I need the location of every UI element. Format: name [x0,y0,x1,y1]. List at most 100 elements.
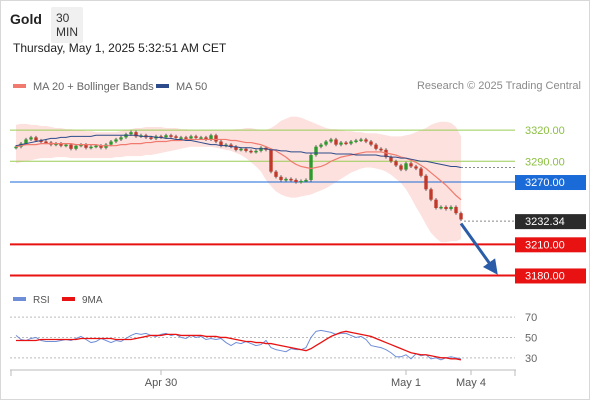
candle-body [64,144,68,147]
candle-body [99,145,103,148]
rsi-series-rsi [15,329,462,361]
candle-body [354,140,358,142]
candle-body [374,144,378,149]
candle-body [404,163,408,170]
candle-body [414,166,418,169]
candle-body [334,139,338,145]
candle-body [94,145,98,148]
candle-body [29,137,33,140]
candle-body [394,161,398,166]
rsi-legend-label-1: 9MA [82,295,103,306]
candle-body [424,175,428,190]
candle-body [339,142,343,145]
rsi-legend-swatch-1 [62,297,75,301]
candle-body [279,176,283,180]
candle-body [44,141,48,144]
current-price-tag [515,214,586,230]
candle-body [54,143,58,146]
projection-arrow [459,222,498,275]
candle-body [129,132,133,135]
candle-body [229,144,233,147]
candle-body [189,136,193,139]
candle-body [364,139,368,142]
candle-body [254,150,258,153]
candle-body [249,150,253,153]
rsi-tick-70: 70 [525,312,537,324]
candle-body [179,137,183,139]
candle-body [319,144,323,147]
candle-body [289,178,293,181]
x-tick-label-2: May 4 [456,377,486,389]
candle-body [184,137,188,139]
candle-body [79,144,83,147]
candle-body [59,143,63,146]
candle-body [209,135,213,140]
candle-body [89,146,93,149]
legend-label-0: MA 20 + Bollinger Bands [33,81,154,93]
candle-body [369,141,373,145]
candle-body [419,168,423,176]
bollinger-band [16,116,461,243]
candle-body [149,137,153,139]
legend-label-1: MA 50 [176,81,207,93]
candle-body [359,139,363,141]
candle-body [294,179,298,183]
level-tag-4 [515,268,586,284]
rsi-series-9ma [16,330,462,361]
level-label-2: 3270.00 [525,177,565,189]
candle-body [409,163,413,167]
level-label-1: 3290.00 [525,156,565,168]
rsi-legend-label-0: RSI [33,295,50,306]
candle-body [324,141,328,145]
current-price-label: 3232.34 [525,216,565,228]
candle-body [454,206,458,214]
candle-body [444,206,448,210]
candle-body [434,199,438,208]
candle-body [259,147,263,151]
candle-body [329,139,333,142]
candle-body [309,155,313,180]
candle-body [274,171,278,177]
candle-body [299,180,303,183]
candle-body [194,136,198,138]
candle-body [269,149,273,172]
candle-body [284,178,288,181]
candle-body [109,141,113,145]
candle-body [389,157,393,162]
candle-body [134,132,138,137]
candle-body [234,146,238,150]
candle-body [199,137,203,139]
candle-body [439,206,443,209]
level-label-3: 3210.00 [525,239,565,251]
ma20-line [15,138,462,201]
ma50-line [15,134,462,168]
level-tag-2 [515,175,586,191]
rsi-legend-swatch-0 [13,297,26,301]
candle-body [239,148,243,151]
x-tick-label-1: May 1 [391,377,421,389]
x-tick-label-0: Apr 30 [145,377,177,389]
candle-body [169,135,173,137]
candle-body [34,137,38,141]
candle-body [219,141,223,146]
candle-body [214,135,218,142]
candle-body [69,144,73,149]
legend-swatch-1 [156,84,169,88]
candle-body [174,136,178,138]
candle-body [84,144,88,148]
candle-body [119,137,123,140]
candle-body [204,137,208,140]
level-tag-3 [515,237,586,253]
candle-body [344,142,348,145]
level-label-4: 3180.00 [525,270,565,282]
candle-body [314,146,318,156]
rsi-tick-30: 30 [525,353,537,365]
candle-body [379,148,383,151]
timeframe-button[interactable]: 30 MIN [51,7,83,43]
candle-body [24,139,28,144]
timestamp: Thursday, May 1, 2025 5:32:51 AM CET [13,41,227,55]
main-legend: MA 20 + Bollinger Bands MA 50 [13,81,207,93]
legend-swatch-0 [13,84,26,88]
candle-body [449,206,453,210]
